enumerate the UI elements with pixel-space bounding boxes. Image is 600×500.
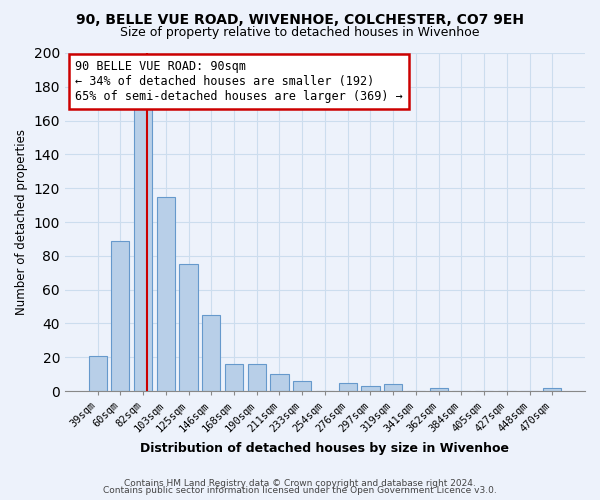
X-axis label: Distribution of detached houses by size in Wivenhoe: Distribution of detached houses by size …: [140, 442, 509, 455]
Bar: [179, 264, 197, 391]
Bar: [225, 364, 243, 391]
Bar: [271, 374, 289, 391]
Bar: [134, 107, 152, 391]
Bar: [111, 240, 130, 391]
Bar: [248, 364, 266, 391]
Text: Size of property relative to detached houses in Wivenhoe: Size of property relative to detached ho…: [120, 26, 480, 39]
Bar: [293, 381, 311, 391]
Text: Contains public sector information licensed under the Open Government Licence v3: Contains public sector information licen…: [103, 486, 497, 495]
Bar: [89, 356, 107, 391]
Bar: [384, 384, 402, 391]
Bar: [157, 196, 175, 391]
Bar: [202, 315, 220, 391]
Bar: [543, 388, 562, 391]
Text: Contains HM Land Registry data © Crown copyright and database right 2024.: Contains HM Land Registry data © Crown c…: [124, 478, 476, 488]
Bar: [338, 382, 357, 391]
Text: 90, BELLE VUE ROAD, WIVENHOE, COLCHESTER, CO7 9EH: 90, BELLE VUE ROAD, WIVENHOE, COLCHESTER…: [76, 12, 524, 26]
Bar: [361, 386, 380, 391]
Bar: [430, 388, 448, 391]
Y-axis label: Number of detached properties: Number of detached properties: [15, 129, 28, 315]
Text: 90 BELLE VUE ROAD: 90sqm
← 34% of detached houses are smaller (192)
65% of semi-: 90 BELLE VUE ROAD: 90sqm ← 34% of detach…: [76, 60, 403, 103]
